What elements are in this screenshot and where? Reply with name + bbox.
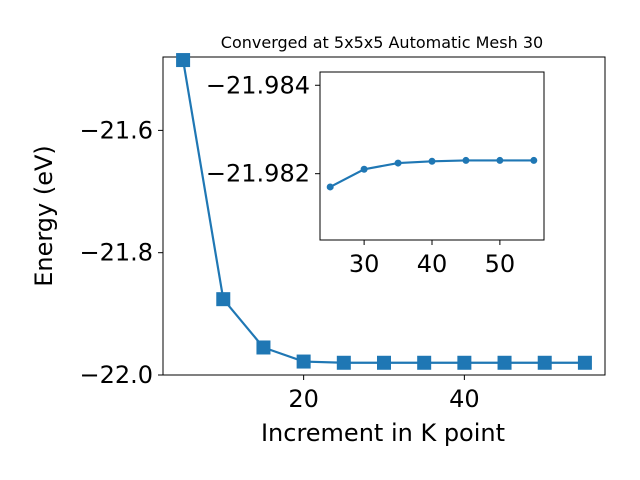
main-axis-ticks: 20 40 −22.0 −21.8 −21.6 (79, 116, 479, 413)
inset-x-tick-label: 30 (349, 250, 380, 278)
inset-plot: 30 40 50 −21.984 −21.982 (206, 71, 545, 278)
main-y-tick-label: −22.0 (79, 361, 153, 389)
main-data-point (256, 340, 271, 355)
main-data-point (417, 355, 432, 370)
main-data-point (216, 292, 231, 307)
inset-x-tick-label: 40 (417, 250, 448, 278)
main-x-tick-label: 40 (449, 385, 480, 413)
inset-plot-frame (319, 71, 545, 241)
main-y-tick-label: −21.8 (79, 239, 153, 267)
main-data-point (457, 355, 472, 370)
inset-x-tick-label: 50 (485, 250, 516, 278)
main-data-point (377, 355, 391, 370)
x-axis-label: Increment in K point (261, 419, 505, 447)
main-data-point (577, 355, 592, 370)
main-data-point (296, 354, 311, 369)
inset-data-point (394, 159, 402, 167)
main-data-point (537, 355, 552, 370)
main-x-tick-label: 20 (288, 385, 319, 413)
main-data-point (336, 355, 351, 370)
main-series (176, 53, 592, 370)
inset-series (326, 156, 538, 191)
y-axis-label: Energy (eV) (30, 145, 58, 287)
main-y-tick-label: −21.6 (79, 116, 153, 144)
inset-data-point (360, 165, 368, 173)
main-data-point (497, 355, 512, 370)
inset-data-point (428, 157, 436, 165)
inset-axis-ticks: 30 40 50 −21.984 −21.982 (206, 71, 515, 278)
inset-data-point (462, 156, 470, 164)
main-data-point (176, 53, 191, 68)
inset-y-tick-label: −21.984 (206, 71, 310, 99)
inset-data-point (496, 156, 504, 164)
inset-data-point (530, 156, 538, 164)
chart-title: Converged at 5x5x5 Automatic Mesh 30 (221, 33, 543, 52)
inset-y-tick-label: −21.982 (206, 160, 310, 188)
inset-data-point (326, 183, 334, 191)
